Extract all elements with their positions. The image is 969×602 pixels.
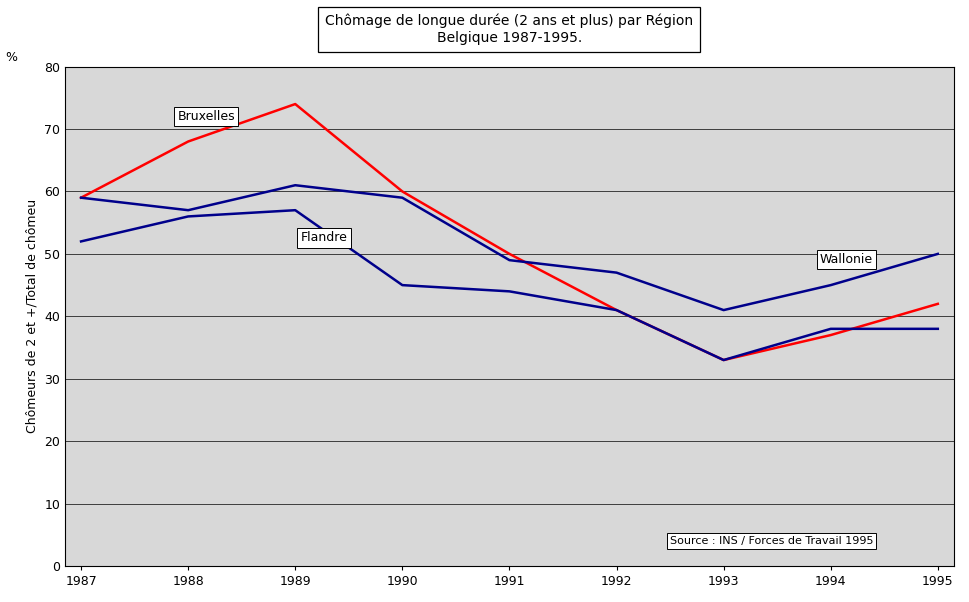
Text: Bruxelles: Bruxelles [177, 110, 234, 123]
Text: Source : INS / Forces de Travail 1995: Source : INS / Forces de Travail 1995 [670, 536, 873, 546]
Text: %: % [6, 51, 17, 64]
Text: Flandre: Flandre [300, 231, 347, 244]
Y-axis label: Chômeurs de 2 et +/Total de chômeu: Chômeurs de 2 et +/Total de chômeu [25, 199, 39, 433]
Title: Chômage de longue durée (2 ans et plus) par Région
Belgique 1987-1995.: Chômage de longue durée (2 ans et plus) … [325, 14, 693, 45]
Text: Wallonie: Wallonie [819, 253, 872, 266]
